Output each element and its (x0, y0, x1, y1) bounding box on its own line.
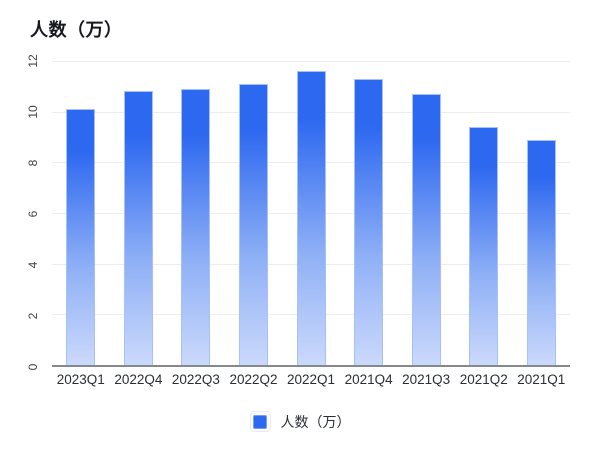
y-axis: 0 2 4 6 8 10 12 (0, 54, 52, 370)
y-axis-tick-label-12: 12 (26, 54, 40, 68)
x-axis-tick-label-2022Q2: 2022Q2 (229, 372, 278, 387)
y-axis-tick-label-4: 4 (26, 261, 40, 269)
y-axis-tick-label-10: 10 (26, 105, 40, 119)
blue-square-icon (253, 414, 267, 429)
bar-slot-2022Q4 (110, 61, 168, 365)
chart-title: 人数（万） (30, 20, 123, 40)
bar-2021Q3[interactable] (411, 93, 441, 365)
bar-slot-2021Q2 (455, 61, 513, 365)
x-axis: 2023Q1 2022Q4 2022Q3 2022Q2 2022Q1 2021Q4 2021… (52, 372, 570, 387)
legend-item[interactable] (249, 411, 271, 432)
x-axis-tick-label-2023Q1: 2023Q1 (56, 372, 105, 387)
x-axis-tick-label-2022Q1: 2022Q1 (287, 372, 336, 387)
bar-2023Q1[interactable] (66, 109, 96, 365)
y-axis-tick-label-2: 2 (26, 312, 40, 320)
y-axis-tick-label-0: 0 (26, 363, 40, 371)
bar-2021Q1[interactable] (526, 139, 556, 365)
bar-2021Q2[interactable] (469, 126, 499, 365)
bar-2022Q1[interactable] (296, 71, 326, 365)
bar-slot-2021Q3 (397, 61, 455, 365)
plot-area (52, 61, 570, 367)
x-axis-tick-label-2021Q4: 2021Q4 (344, 372, 393, 387)
x-axis-tick-label-2021Q2: 2021Q2 (459, 372, 508, 387)
y-axis-tick-label-6: 6 (26, 210, 40, 218)
y-axis-tick-label-8: 8 (26, 159, 40, 167)
bar-slot-2022Q3 (167, 61, 225, 365)
x-axis-tick-label-2022Q3: 2022Q3 (171, 372, 220, 387)
x-axis-tick-label-2022Q4: 2022Q4 (114, 372, 163, 387)
bar-2022Q4[interactable] (123, 91, 153, 365)
bar-slot-2022Q1 (282, 61, 340, 365)
bar-slot-2021Q1 (513, 61, 571, 365)
gridline-12 (52, 61, 570, 62)
bar-series (52, 61, 570, 365)
legend-label: 人数（万） (280, 413, 351, 430)
bar-slot-2021Q4 (340, 61, 398, 365)
bar-slot-2023Q1 (52, 61, 110, 365)
bar-slot-2022Q2 (225, 61, 283, 365)
x-axis-tick-label-2021Q1: 2021Q1 (517, 372, 566, 387)
legend: 人数（万） (0, 411, 600, 432)
bar-2022Q3[interactable] (181, 88, 211, 365)
bar-2021Q4[interactable] (354, 78, 384, 365)
bar-2022Q2[interactable] (238, 83, 268, 365)
x-axis-tick-label-2021Q3: 2021Q3 (402, 372, 451, 387)
